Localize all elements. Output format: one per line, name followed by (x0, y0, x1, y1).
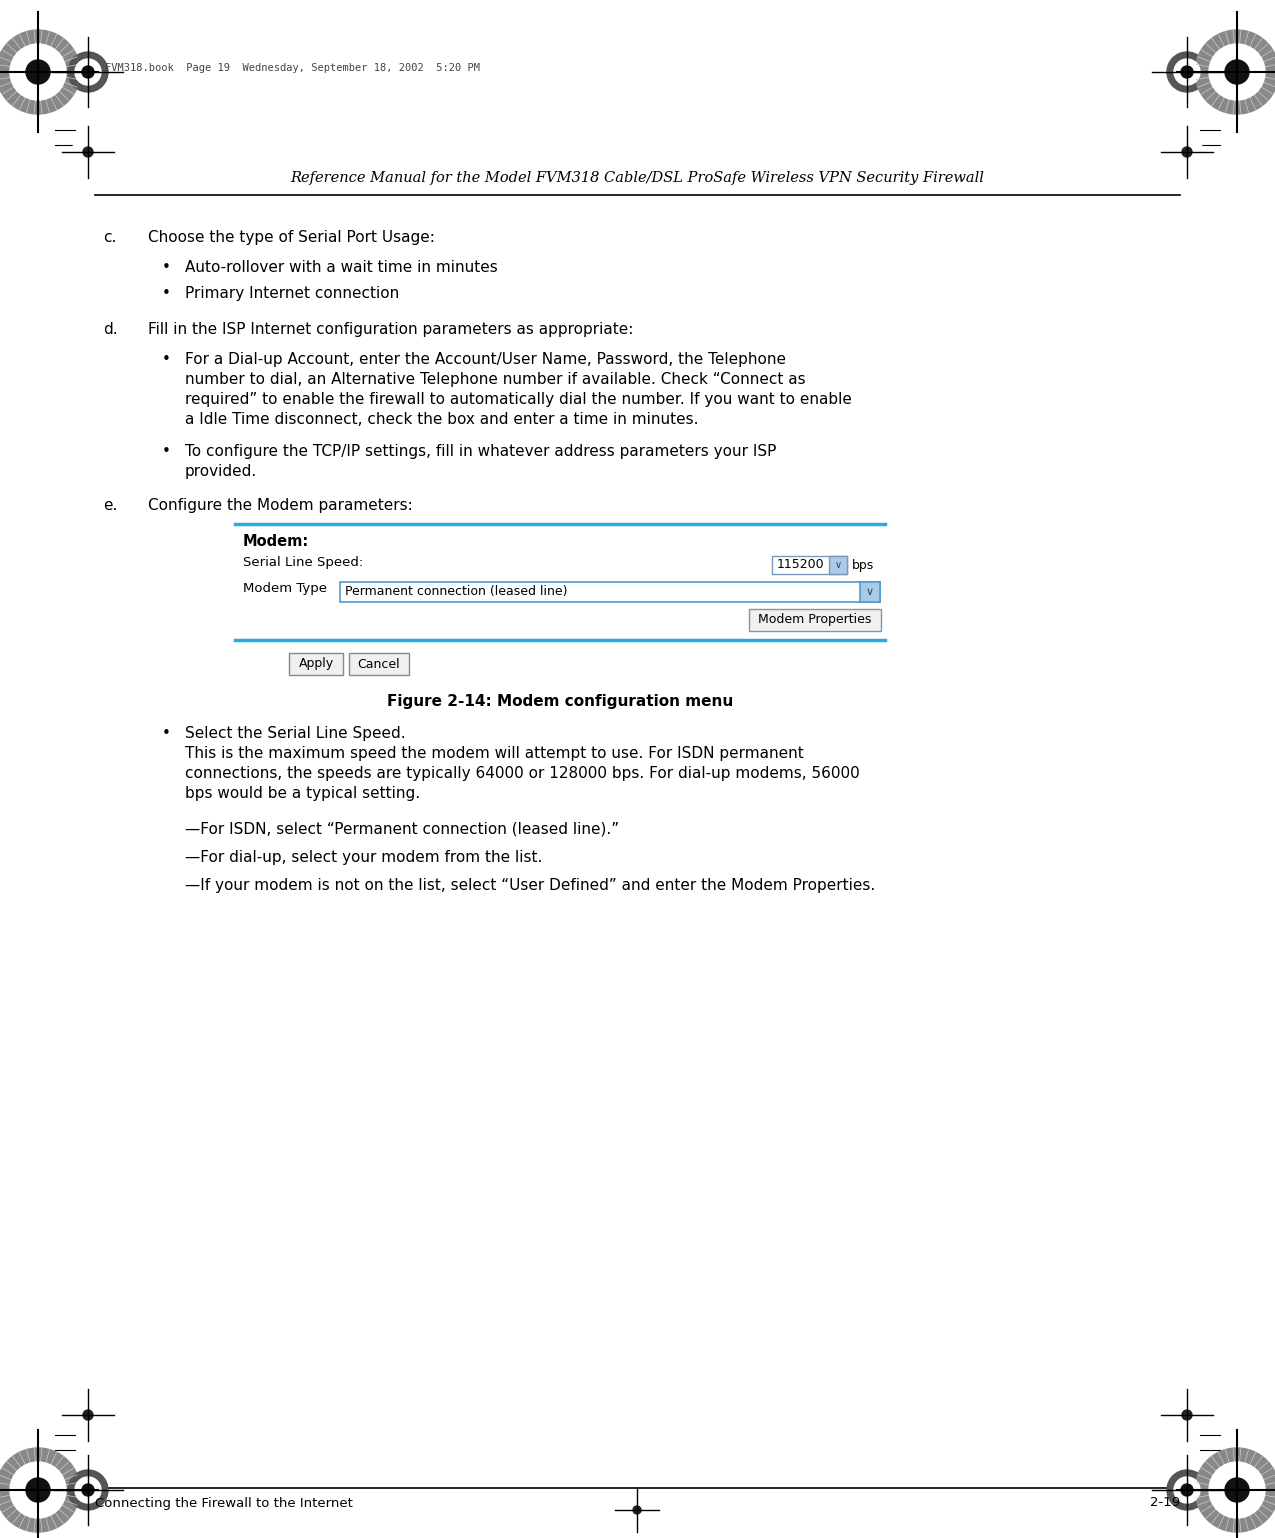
Text: •: • (162, 352, 171, 368)
Circle shape (75, 58, 101, 85)
Circle shape (632, 1506, 641, 1513)
Circle shape (75, 1476, 101, 1503)
FancyBboxPatch shape (349, 654, 409, 675)
Text: Modem Properties: Modem Properties (759, 614, 872, 626)
Circle shape (26, 1478, 50, 1503)
Circle shape (1174, 58, 1200, 85)
Circle shape (1209, 45, 1265, 100)
Text: bps would be a typical setting.: bps would be a typical setting. (185, 786, 421, 801)
Circle shape (1182, 1410, 1192, 1420)
Text: Modem Type: Modem Type (244, 581, 326, 595)
Circle shape (625, 1498, 649, 1523)
Circle shape (10, 45, 66, 100)
Text: ∨: ∨ (834, 560, 842, 571)
Text: e.: e. (103, 498, 117, 514)
Text: number to dial, an Alternative Telephone number if available. Check “Connect as: number to dial, an Alternative Telephone… (185, 372, 806, 388)
Circle shape (71, 1400, 105, 1430)
Text: —If your modem is not on the list, select “User Defined” and enter the Modem Pro: —If your modem is not on the list, selec… (185, 878, 875, 894)
Text: To configure the TCP/IP settings, fill in whatever address parameters your ISP: To configure the TCP/IP settings, fill i… (185, 444, 776, 458)
Circle shape (1209, 1463, 1265, 1518)
Text: FVM318.book  Page 19  Wednesday, September 18, 2002  5:20 PM: FVM318.book Page 19 Wednesday, September… (105, 63, 479, 72)
Text: required” to enable the firewall to automatically dial the number. If you want t: required” to enable the firewall to auto… (185, 392, 852, 408)
Text: —For dial-up, select your modem from the list.: —For dial-up, select your modem from the… (185, 851, 542, 864)
Text: Connecting the Firewall to the Internet: Connecting the Firewall to the Internet (96, 1496, 353, 1509)
Text: Choose the type of Serial Port Usage:: Choose the type of Serial Port Usage: (148, 231, 435, 245)
Circle shape (0, 1447, 80, 1532)
Circle shape (1174, 1476, 1200, 1503)
Text: •: • (162, 260, 171, 275)
FancyBboxPatch shape (861, 581, 880, 601)
Circle shape (1181, 66, 1193, 78)
Text: a Idle Time disconnect, check the box and enter a time in minutes.: a Idle Time disconnect, check the box an… (185, 412, 699, 428)
Circle shape (1170, 135, 1204, 168)
Text: Fill in the ISP Internet configuration parameters as appropriate:: Fill in the ISP Internet configuration p… (148, 321, 634, 337)
Circle shape (1170, 1400, 1204, 1430)
FancyBboxPatch shape (289, 654, 343, 675)
FancyBboxPatch shape (340, 581, 880, 601)
Text: This is the maximum speed the modem will attempt to use. For ISDN permanent: This is the maximum speed the modem will… (185, 746, 803, 761)
Circle shape (71, 135, 105, 168)
Text: Modem:: Modem: (244, 534, 310, 549)
Circle shape (68, 52, 108, 92)
Text: provided.: provided. (185, 464, 258, 478)
Text: connections, the speeds are typically 64000 or 128000 bps. For dial-up modems, 5: connections, the speeds are typically 64… (185, 766, 859, 781)
Circle shape (0, 31, 80, 114)
Text: d.: d. (103, 321, 117, 337)
Circle shape (83, 148, 93, 157)
Text: c.: c. (103, 231, 116, 245)
Circle shape (26, 60, 50, 85)
Text: —For ISDN, select “Permanent connection (leased line).”: —For ISDN, select “Permanent connection … (185, 821, 620, 837)
FancyBboxPatch shape (771, 557, 847, 574)
Circle shape (1182, 148, 1192, 157)
Text: ∨: ∨ (866, 588, 875, 597)
Text: 2-19: 2-19 (1150, 1496, 1179, 1509)
Circle shape (1195, 1447, 1275, 1532)
Circle shape (1167, 52, 1207, 92)
FancyBboxPatch shape (748, 609, 881, 631)
Text: bps: bps (852, 558, 875, 572)
Circle shape (68, 1470, 108, 1510)
Text: Figure 2-14: Modem configuration menu: Figure 2-14: Modem configuration menu (386, 694, 733, 709)
Text: Configure the Modem parameters:: Configure the Modem parameters: (148, 498, 413, 514)
Text: Select the Serial Line Speed.: Select the Serial Line Speed. (185, 726, 405, 741)
Text: Auto-rollover with a wait time in minutes: Auto-rollover with a wait time in minute… (185, 260, 497, 275)
Text: •: • (162, 286, 171, 301)
Text: For a Dial-up Account, enter the Account/User Name, Password, the Telephone: For a Dial-up Account, enter the Account… (185, 352, 785, 368)
Text: •: • (162, 726, 171, 741)
Text: Permanent connection (leased line): Permanent connection (leased line) (346, 586, 567, 598)
Text: Reference Manual for the Model FVM318 Cable/DSL ProSafe Wireless VPN Security Fi: Reference Manual for the Model FVM318 Ca… (289, 171, 984, 185)
Circle shape (1225, 1478, 1250, 1503)
Circle shape (1195, 31, 1275, 114)
Circle shape (82, 1484, 94, 1496)
Text: Primary Internet connection: Primary Internet connection (185, 286, 399, 301)
Circle shape (1225, 60, 1250, 85)
Text: Serial Line Speed:: Serial Line Speed: (244, 557, 363, 569)
Circle shape (83, 1410, 93, 1420)
FancyBboxPatch shape (829, 557, 847, 574)
Circle shape (10, 1463, 66, 1518)
Text: 115200: 115200 (776, 558, 825, 572)
Text: •: • (162, 444, 171, 458)
Circle shape (1167, 1470, 1207, 1510)
Text: Apply: Apply (298, 658, 334, 671)
Circle shape (82, 66, 94, 78)
Circle shape (1181, 1484, 1193, 1496)
Text: Cancel: Cancel (358, 658, 400, 671)
